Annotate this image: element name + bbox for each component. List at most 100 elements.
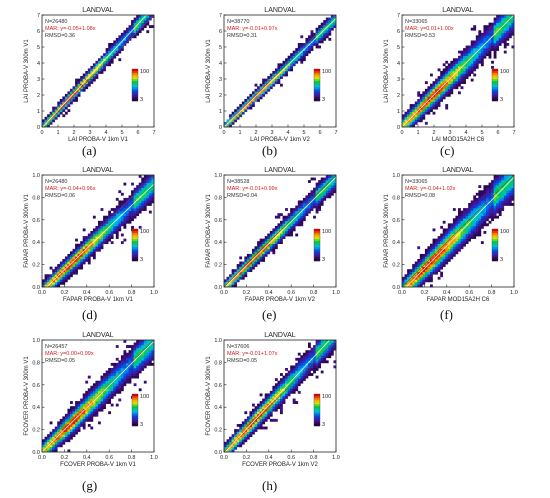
regression-line	[41, 14, 147, 129]
density-cell	[118, 225, 122, 229]
colorbar-step	[132, 79, 138, 82]
density-cell	[143, 205, 147, 209]
density-cell	[244, 424, 248, 427]
density-cell	[503, 25, 507, 29]
density-cell	[480, 225, 484, 229]
density-cell	[138, 345, 142, 348]
density-cell	[508, 25, 512, 29]
density-cell	[70, 259, 73, 262]
density-cell	[120, 360, 124, 364]
density-cell	[318, 200, 322, 204]
density-cell	[506, 27, 510, 31]
density-cell	[310, 48, 314, 51]
density-cell	[123, 378, 127, 382]
colorbar-step	[132, 99, 138, 102]
density-cell	[95, 76, 99, 79]
density-cell	[115, 40, 119, 44]
density-cell	[92, 256, 96, 260]
density-cell	[325, 35, 329, 39]
density-cell	[236, 424, 240, 427]
density-cell	[325, 355, 329, 359]
density-cell	[138, 365, 142, 369]
density-cell	[241, 274, 245, 278]
density-cell	[432, 271, 436, 275]
density-cell	[115, 215, 119, 219]
density-cell	[262, 243, 266, 247]
density-cell	[310, 203, 314, 206]
density-cell	[409, 109, 413, 113]
density-cell	[64, 269, 68, 273]
density-cell	[138, 30, 142, 34]
density-cell	[80, 256, 84, 260]
density-cell	[274, 231, 278, 234]
density-cell	[120, 373, 124, 376]
density-cell	[264, 238, 268, 242]
density-cell	[249, 266, 253, 270]
density-cell	[85, 413, 89, 417]
density-cell	[292, 60, 296, 64]
density-cell	[272, 388, 276, 392]
density-cell	[478, 32, 482, 36]
density-cell	[445, 259, 449, 262]
density-cell	[427, 264, 431, 267]
density-cell	[463, 71, 466, 74]
y-tick-label: 5	[219, 45, 222, 51]
density-cell	[463, 233, 466, 237]
density-cell	[325, 27, 329, 31]
density-cell	[95, 241, 99, 245]
density-cell	[262, 398, 266, 402]
density-cell	[138, 357, 142, 361]
density-cell	[300, 370, 304, 374]
density-cell	[70, 251, 73, 255]
density-cell	[290, 228, 294, 232]
density-cell	[320, 182, 324, 186]
density-cell	[417, 101, 421, 105]
density-cell	[480, 241, 484, 245]
density-cell	[75, 403, 78, 407]
x-tick-label: 4	[104, 130, 107, 136]
density-cell	[478, 223, 482, 227]
density-cell	[62, 261, 66, 265]
density-cell	[54, 106, 58, 110]
density-cell	[136, 213, 140, 217]
density-cell	[409, 269, 413, 273]
density-cell	[131, 27, 134, 31]
density-cell	[308, 355, 311, 359]
density-cell	[511, 192, 515, 196]
density-cell	[478, 213, 482, 217]
density-cell	[465, 58, 469, 62]
density-cell	[42, 444, 45, 448]
density-cell	[115, 380, 119, 384]
density-cell	[57, 104, 61, 107]
density-cell	[108, 368, 112, 371]
density-cell	[274, 81, 278, 85]
colorbar-step	[314, 243, 320, 246]
density-cell	[126, 355, 129, 359]
density-cell	[508, 15, 512, 18]
density-cell	[447, 236, 451, 239]
density-cell	[47, 274, 50, 278]
density-cell	[305, 40, 309, 44]
density-cell	[320, 340, 324, 343]
density-cell	[447, 73, 451, 77]
density-cell	[254, 248, 258, 252]
density-cell	[470, 210, 474, 214]
density-cell	[325, 185, 329, 189]
density-cell	[148, 350, 152, 354]
density-cell	[75, 264, 78, 267]
density-cell	[105, 53, 109, 57]
colorbar-step	[132, 259, 138, 262]
density-cell	[432, 91, 436, 95]
density-cell	[259, 243, 263, 247]
density-cell	[259, 253, 263, 257]
density-cell	[70, 436, 73, 440]
density-cell	[123, 213, 127, 217]
density-cell	[478, 203, 482, 206]
density-cell	[244, 109, 248, 113]
density-cell	[498, 205, 502, 209]
density-cell	[440, 248, 444, 252]
x-axis-label: LAI MOD15A2H C6	[432, 137, 485, 143]
density-cell	[442, 264, 446, 267]
